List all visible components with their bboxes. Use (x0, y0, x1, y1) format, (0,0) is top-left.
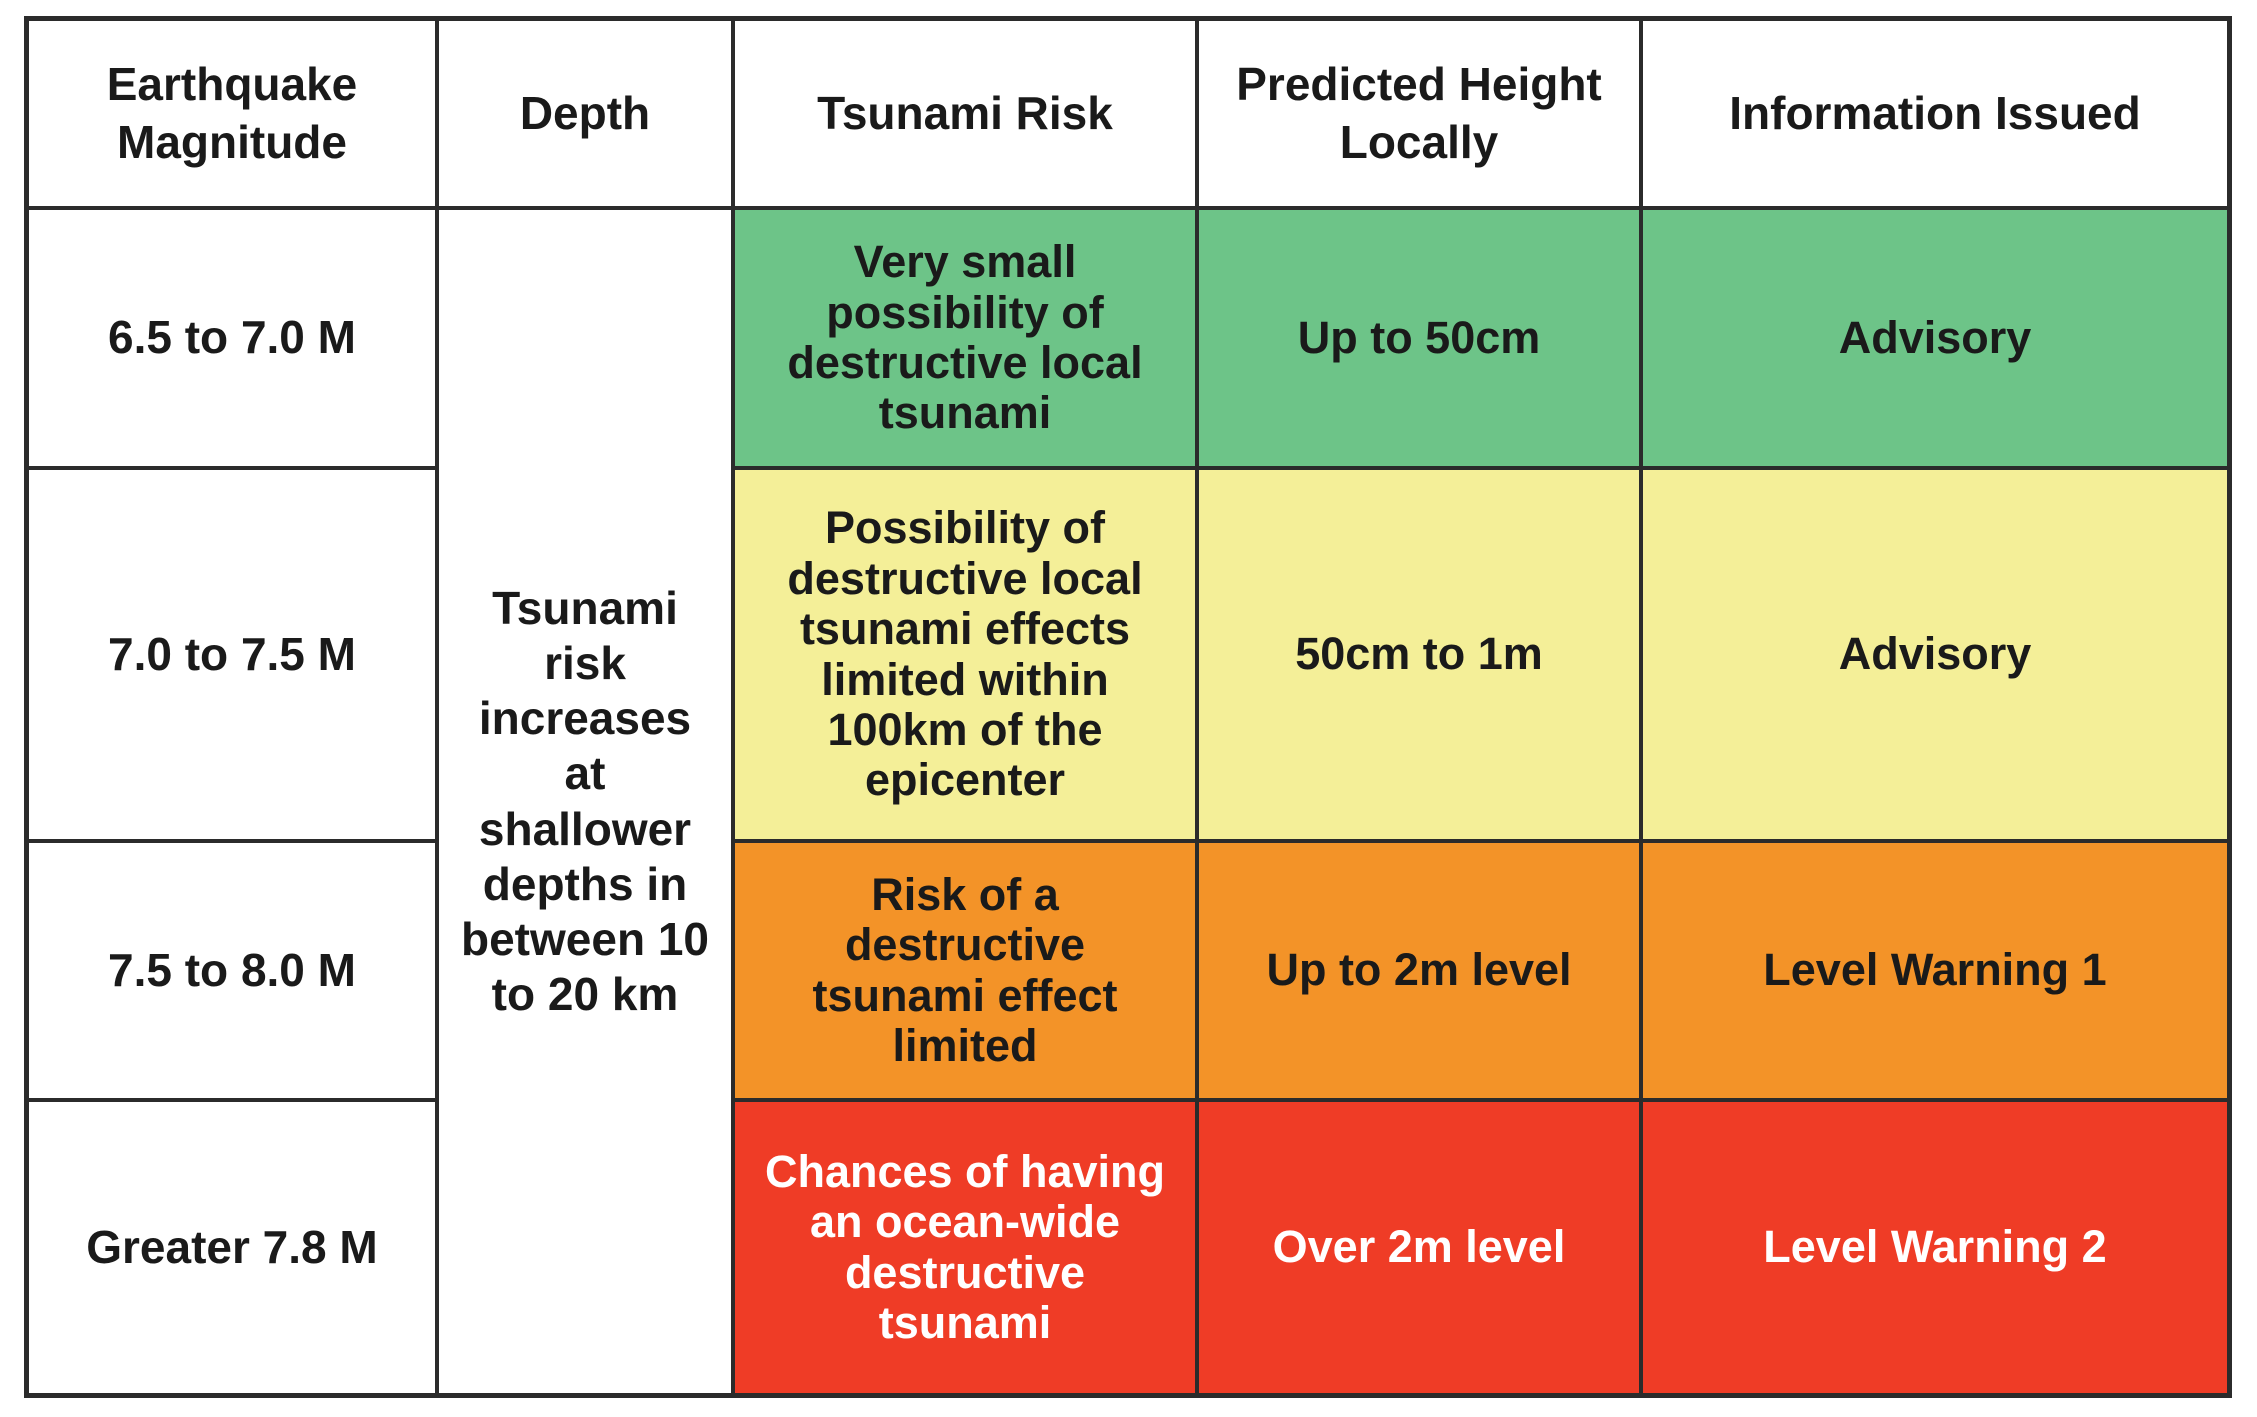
info-cell: Level Warning 2 (1643, 1102, 2227, 1393)
height-cell: Up to 50cm (1199, 210, 1639, 466)
header-risk: Tsunami Risk (735, 21, 1195, 206)
risk-cell: Possibility of destructive local tsunami… (735, 470, 1195, 839)
info-cell: Advisory (1643, 210, 2227, 466)
depth-note-cell: Tsunami risk increases at shallower dept… (439, 210, 731, 1393)
magnitude-label: 7.0 to 7.5 M (108, 627, 356, 680)
magnitude-cell: Greater 7.8 M (29, 1102, 435, 1393)
header-risk-label: Tsunami Risk (817, 86, 1113, 139)
magnitude-cell: 6.5 to 7.0 M (29, 210, 435, 466)
info-cell: Level Warning 1 (1643, 843, 2227, 1098)
height-label: Over 2m level (1272, 1221, 1566, 1273)
risk-label: Very small possibility of destructive lo… (787, 236, 1143, 439)
tsunami-risk-table: Earthquake Magnitude Depth Tsunami Risk … (24, 16, 2232, 1398)
info-label: Advisory (1838, 311, 2032, 363)
header-depth: Depth (439, 21, 731, 206)
risk-cell: Chances of having an ocean-wide destruct… (735, 1102, 1195, 1393)
risk-cell: Risk of a destructive tsunami effect lim… (735, 843, 1195, 1098)
header-magnitude-label: Earthquake Magnitude (106, 58, 358, 168)
magnitude-cell: 7.5 to 8.0 M (29, 843, 435, 1098)
risk-cell: Very small possibility of destructive lo… (735, 210, 1195, 466)
header-info-label: Information Issued (1729, 86, 2141, 139)
info-label: Level Warning 2 (1763, 1221, 2107, 1273)
header-depth-label: Depth (519, 86, 651, 139)
risk-label: Risk of a destructive tsunami effect lim… (812, 868, 1118, 1071)
header-magnitude: Earthquake Magnitude (29, 21, 435, 206)
magnitude-label: Greater 7.8 M (86, 1220, 378, 1273)
risk-label: Possibility of destructive local tsunami… (787, 502, 1143, 806)
height-cell: Over 2m level (1199, 1102, 1639, 1393)
height-cell: 50cm to 1m (1199, 470, 1639, 839)
magnitude-label: 6.5 to 7.0 M (108, 311, 356, 364)
header-height-label: Predicted Height Locally (1236, 58, 1602, 168)
info-label: Advisory (1838, 628, 2032, 680)
magnitude-label: 7.5 to 8.0 M (108, 943, 356, 996)
info-cell: Advisory (1643, 470, 2227, 839)
height-cell: Up to 2m level (1199, 843, 1639, 1098)
header-height: Predicted Height Locally (1199, 21, 1639, 206)
depth-note: Tsunami risk increases at shallower dept… (461, 581, 709, 1021)
height-label: 50cm to 1m (1295, 628, 1543, 680)
info-label: Level Warning 1 (1763, 944, 2107, 996)
magnitude-cell: 7.0 to 7.5 M (29, 470, 435, 839)
risk-label: Chances of having an ocean-wide destruct… (764, 1145, 1166, 1348)
height-label: Up to 50cm (1297, 311, 1541, 363)
header-info: Information Issued (1643, 21, 2227, 206)
height-label: Up to 2m level (1266, 944, 1572, 996)
